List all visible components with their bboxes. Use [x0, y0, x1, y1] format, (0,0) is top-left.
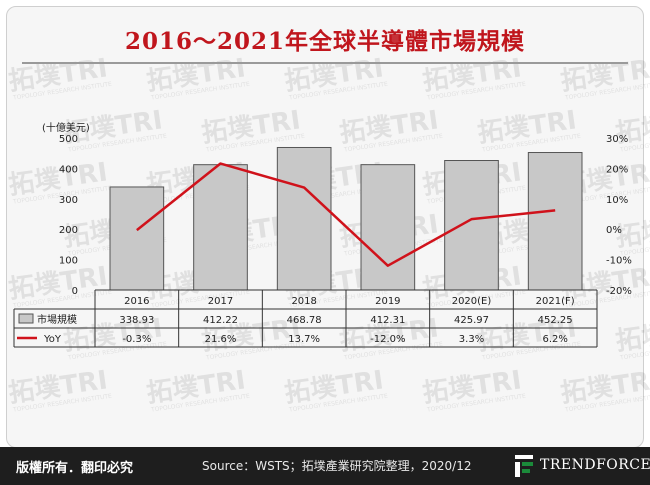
bar-2020(E) — [444, 160, 499, 291]
trendforce-mark-icon — [515, 455, 533, 477]
source-note: Source：WSTS；拓墣產業研究院整理，2020/12 — [202, 459, 472, 473]
legend-label-bar: 市場規模 — [37, 313, 77, 326]
category-label: 2020(E) — [452, 296, 492, 307]
y2-tick-label: -10% — [606, 256, 632, 267]
yoy-value-label: 3.3% — [459, 334, 484, 345]
y-tick-label: 100 — [59, 256, 78, 267]
bar-value-label: 412.31 — [370, 315, 405, 326]
bar-2019 — [360, 164, 416, 291]
y-tick-label: 300 — [59, 195, 78, 206]
footer-bar: 版權所有．翻印必究 Source：WSTS；拓墣產業研究院整理，2020/12 … — [0, 447, 650, 485]
bar-value-label: 412.22 — [203, 315, 238, 326]
category-label: 2016 — [124, 296, 149, 307]
yoy-value-label: -12.0% — [370, 334, 405, 345]
y2-tick-label: 20% — [606, 164, 628, 175]
category-label: 2019 — [375, 296, 400, 307]
y-tick-label: 200 — [59, 225, 78, 236]
y2-tick-label: -20% — [606, 286, 632, 297]
category-label: 2018 — [291, 296, 316, 307]
bar-2016 — [109, 186, 165, 291]
category-label: 2021(F) — [536, 296, 575, 307]
yoy-value-label: 13.7% — [288, 334, 320, 345]
yoy-value-label: -0.3% — [122, 334, 151, 345]
bar-2021(F) — [527, 152, 583, 291]
y-tick-label: 0 — [72, 286, 78, 297]
yoy-value-label: 6.2% — [542, 334, 567, 345]
y-axis-label: (十億美元) — [42, 121, 90, 134]
yoy-line — [136, 162, 556, 267]
legend-label-line: YoY — [43, 334, 62, 345]
y-tick-label: 500 — [59, 134, 78, 145]
copyright-notice: 版權所有．翻印必究 — [16, 461, 134, 476]
chart-area: (十億美元) 0 100 200 300 400 500 -20% -10% 0% 10% 20% 30… — [13, 121, 632, 348]
y2-tick-label: 0% — [606, 225, 622, 236]
chart-title: 2016～2021年全球半導體市場規模 — [124, 28, 526, 55]
title-divider — [22, 62, 628, 64]
bar-2017 — [193, 164, 248, 291]
bar-value-label: 425.97 — [454, 315, 489, 326]
bar-value-label: 452.25 — [538, 315, 573, 326]
bar-value-label: 468.78 — [287, 315, 322, 326]
category-label: 2017 — [208, 296, 233, 307]
yoy-value-label: 21.6% — [205, 334, 237, 345]
y2-tick-label: 10% — [606, 195, 628, 206]
legend-swatch-bar — [18, 313, 34, 324]
bar-2018 — [276, 146, 332, 291]
bar-value-label: 338.93 — [119, 315, 154, 326]
trendforce-logo: TRENDFORCE — [512, 452, 650, 480]
brand-name: TRENDFORCE — [540, 457, 650, 473]
y-tick-label: 400 — [59, 164, 78, 175]
y2-tick-label: 30% — [606, 134, 628, 145]
